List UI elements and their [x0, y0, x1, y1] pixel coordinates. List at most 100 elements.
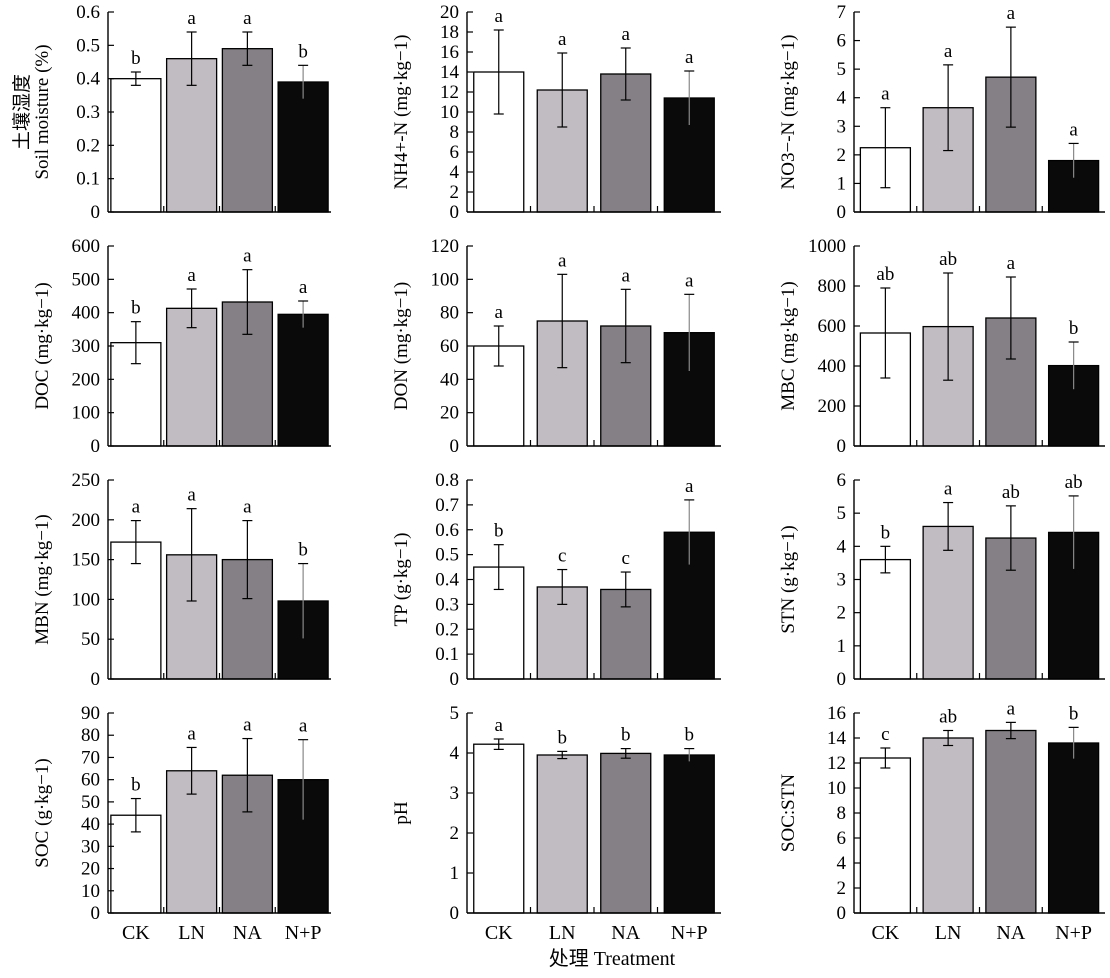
y-tick-label: 0 — [837, 669, 847, 690]
significance-letter: a — [243, 715, 252, 736]
category-label-N+P: N+P — [285, 922, 322, 944]
significance-letter: a — [558, 29, 567, 50]
significance-letter: a — [1069, 119, 1078, 140]
y-tick-label: 4 — [450, 162, 460, 183]
significance-letter: a — [685, 270, 694, 291]
y-tick-label: 5 — [837, 503, 847, 524]
y-tick-label: 60 — [81, 770, 100, 791]
y-tick-label: 14 — [440, 62, 460, 83]
category-label-CK: CK — [871, 922, 899, 944]
y-tick-label: 100 — [431, 269, 460, 290]
y-tick-label: 1 — [450, 863, 460, 884]
y-tick-label: 10 — [440, 102, 459, 123]
y-tick-label: 40 — [440, 369, 459, 390]
y-axis-label: SOC:STN — [778, 774, 799, 852]
significance-letter: b — [685, 725, 695, 746]
y-tick-label: 600 — [72, 236, 101, 257]
y-tick-label: 0.1 — [435, 644, 459, 665]
y-tick-label: 3 — [450, 783, 460, 804]
significance-letter: ab — [1065, 472, 1083, 493]
y-axis-label: DON (mg·kg−1) — [391, 282, 412, 410]
significance-letter: a — [944, 41, 953, 62]
y-tick-label: 90 — [81, 703, 100, 724]
significance-letter: ab — [939, 249, 957, 270]
bar-NA — [600, 752, 652, 914]
y-tick-label: 0 — [837, 202, 847, 223]
bar-CK — [473, 743, 525, 914]
y-tick-label: 20 — [440, 2, 459, 23]
y-tick-label: 200 — [72, 510, 101, 531]
y-tick-label: 16 — [440, 42, 459, 63]
y-tick-label: 6 — [837, 470, 847, 491]
category-label-LN: LN — [178, 922, 205, 944]
y-tick-label: 0.2 — [435, 619, 459, 640]
significance-letter: b — [621, 725, 631, 746]
significance-letter: b — [298, 540, 308, 561]
significance-letter: a — [944, 479, 953, 500]
category-label-N+P: N+P — [671, 922, 708, 944]
y-tick-label: 0 — [91, 669, 101, 690]
y-tick-label: 4 — [450, 743, 460, 764]
significance-letter: b — [131, 775, 141, 796]
panel-mbn: a a a b 0 50 100 150 200 250 MBN (mg·kg−1) — [32, 470, 331, 690]
bar-N+P — [1047, 742, 1100, 914]
panel-soil_moisture: b a a b 0 0.1 0.2 0.3 0.4 0.5 0.6 土壤湿度 Soil moisture… — [11, 2, 331, 223]
significance-letter: a — [1007, 698, 1016, 719]
y-axis-label: NH4+-N (mg·kg−1) — [391, 35, 412, 190]
y-tick-label: 0.7 — [435, 495, 459, 516]
y-tick-label: 1 — [837, 636, 847, 657]
significance-letter: ab — [1002, 482, 1020, 503]
bar-NA — [221, 48, 274, 213]
y-tick-label: 200 — [72, 369, 101, 390]
y-tick-label: 18 — [440, 22, 459, 43]
y-tick-label: 12 — [827, 753, 846, 774]
y-tick-label: 0 — [450, 202, 460, 223]
significance-letter: a — [685, 476, 694, 497]
significance-letter: b — [558, 727, 568, 748]
category-label-N+P: N+P — [1055, 922, 1092, 944]
y-tick-label: 80 — [440, 303, 459, 324]
y-tick-label: 5 — [837, 59, 847, 80]
y-axis-label: Soil moisture (%) — [32, 44, 53, 179]
y-axis-label: STN (g·kg−1) — [778, 525, 799, 633]
significance-letter: a — [243, 8, 252, 29]
bar-CK — [859, 558, 912, 680]
category-label-NA: NA — [233, 922, 262, 944]
y-tick-label: 0.5 — [76, 35, 100, 56]
significance-letter: a — [243, 246, 252, 267]
y-tick-label: 250 — [72, 470, 101, 491]
significance-letter: c — [881, 724, 889, 745]
bar-N+P — [663, 754, 715, 914]
y-tick-label: 6 — [450, 142, 460, 163]
y-tick-label: 1 — [837, 173, 847, 194]
y-tick-label: 0.3 — [435, 594, 459, 615]
bar-LN — [922, 737, 974, 914]
y-tick-label: 20 — [81, 859, 100, 880]
y-tick-label: 100 — [72, 403, 101, 424]
y-tick-label: 2 — [450, 182, 460, 203]
y-tick-label: 0 — [450, 903, 460, 924]
category-label-CK: CK — [122, 922, 150, 944]
panel-don: a a a a 0 20 40 60 80 100 120 DON (mg·kg−1) — [391, 236, 721, 457]
y-tick-label: 10 — [81, 881, 100, 902]
y-tick-label: 2 — [837, 603, 847, 624]
y-tick-label: 10 — [827, 778, 846, 799]
y-tick-label: 100 — [72, 589, 101, 610]
y-tick-label: 0.8 — [435, 470, 459, 491]
y-tick-label: 2 — [837, 878, 847, 899]
x-axis-title: 处理 Treatment — [549, 947, 676, 970]
y-tick-label: 8 — [837, 803, 847, 824]
y-tick-label: 0.6 — [76, 2, 100, 23]
y-tick-label: 0.4 — [435, 570, 459, 591]
significance-letter: a — [187, 265, 196, 286]
y-tick-label: 40 — [81, 814, 100, 835]
significance-letter: b — [131, 48, 141, 69]
y-tick-label: 8 — [450, 122, 460, 143]
significance-letter: ab — [876, 264, 894, 285]
significance-letter: a — [299, 277, 308, 298]
y-axis-label: DOC (mg·kg−1) — [32, 282, 53, 409]
